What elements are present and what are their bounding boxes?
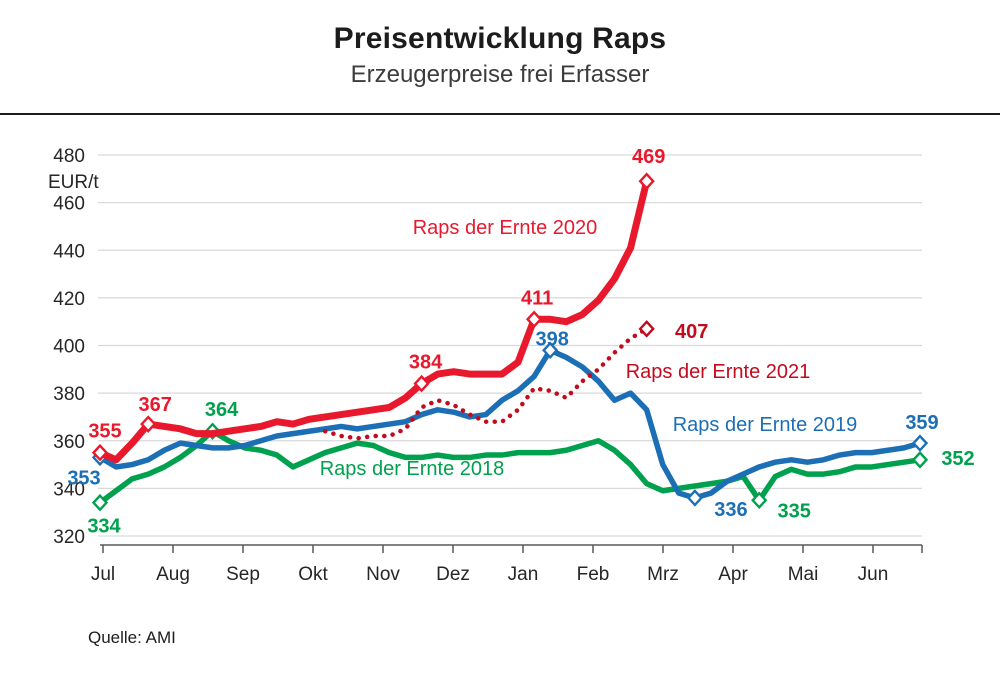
marker [542,341,559,360]
x-tick-label: Jun [858,564,889,585]
y-tick-label: 480 [53,146,85,167]
value-label: 364 [205,399,239,421]
series-label: Raps der Ernte 2021 [626,361,811,383]
y-gridlines [98,154,922,537]
x-tick-label: Nov [366,564,400,585]
marker [525,310,543,329]
y-axis-labels: 480 460 440 420 400 380 360 340 320 EUR/t [48,146,99,548]
x-tick-label: Okt [298,564,328,585]
title-divider [0,113,1000,115]
marker [91,493,109,512]
page-title: Preisentwicklung Raps [333,22,667,55]
series-label: Raps der Ernte 2019 [673,414,858,436]
marker [638,320,655,338]
value-label: 384 [409,352,443,374]
line [97,347,923,501]
value-label: 336 [714,499,747,521]
page-subtitle: Erzeugerpreise frei Erfasser [350,61,650,88]
chart-header: Preisentwicklung Raps Erzeugerpreise fre… [0,0,1000,91]
x-axis: Jul Aug Sep Okt Nov Dez Jan Feb Mrz Apr Mai Jun [91,544,923,585]
series-raps-der-ernte-2021: 407 Raps der Ernte 2021 [322,320,811,441]
x-tick-label: Dez [436,564,470,585]
value-label: 411 [521,287,553,309]
marker [911,451,929,469]
value-label: 407 [675,321,708,343]
series-raps-der-ernte-2019: 353 398 336 359 Raps der Ernte 2019 [67,328,938,521]
series-raps-der-ernte-2020: 355 367 384 411 469 Raps der Ernte 2020 [88,146,665,464]
value-label: 335 [778,500,811,522]
source-note: Quelle: AMI [88,628,176,647]
marker [751,491,768,510]
value-label: 334 [87,516,121,538]
x-tick-label: Jul [91,564,115,585]
x-tick-label: Apr [718,564,748,585]
y-tick-label: 360 [53,432,85,453]
value-label: 353 [67,467,100,489]
series-label: Raps der Ernte 2020 [413,217,598,239]
line [96,177,651,464]
marker [638,172,655,190]
value-label: 367 [139,394,172,416]
y-tick-label: 340 [53,479,85,500]
value-label: 359 [905,412,938,434]
y-tick-label: 320 [53,527,85,548]
marker [140,415,157,433]
y-tick-label: 460 [53,194,85,215]
x-tick-label: Mai [788,564,819,585]
series-label: Raps der Ernte 2018 [320,458,505,480]
y-tick-label: 440 [53,241,85,262]
y-tick-label: 400 [53,337,85,358]
marker [91,443,109,462]
value-label: 352 [941,448,974,470]
marker [911,434,929,452]
marker [413,374,430,393]
value-label: 469 [632,146,665,168]
x-tick-label: Aug [156,564,190,585]
y-unit-label: EUR/t [48,172,99,193]
line [322,326,649,441]
y-tick-label: 420 [53,289,85,310]
x-tick-label: Feb [577,564,610,585]
x-tick-label: Mrz [647,564,679,585]
value-label: 355 [88,421,121,443]
x-tick-label: Sep [226,564,260,585]
line [97,428,923,506]
value-label: 398 [536,328,569,350]
y-tick-label: 380 [53,384,85,405]
x-tick-label: Jan [508,564,539,585]
marker [686,489,704,507]
